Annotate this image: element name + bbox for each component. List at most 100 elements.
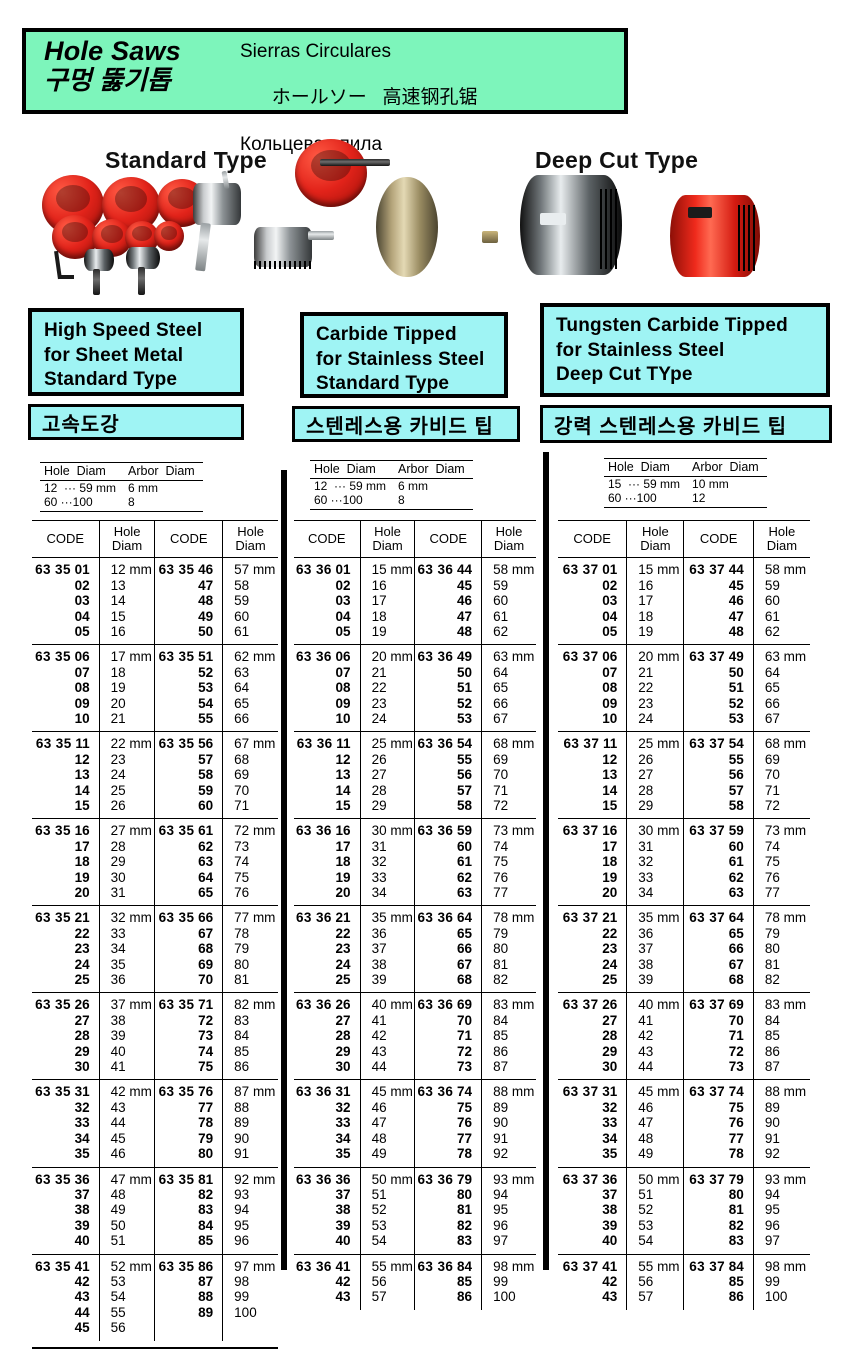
spec-code-line: 20 <box>602 885 618 900</box>
spec-diam-line: 58 <box>234 577 250 593</box>
spec-diam-line: 86 <box>234 1059 250 1075</box>
spec-diam-line: 39 <box>110 1028 126 1044</box>
spec-diam-line: 47 <box>638 1115 654 1131</box>
spec-diam-line: 53 <box>638 1217 654 1233</box>
spec-diam-cell: 88 mm 89 90 91 92 <box>481 1079 536 1168</box>
spec-code-line: 35 <box>602 1146 618 1162</box>
spec-code-cell: 63 36 84 85 86 <box>414 1254 483 1310</box>
spec-code-line: 66 <box>457 941 473 957</box>
spec-code-cell: 63 36 21 22 23 24 25 <box>294 905 361 994</box>
spec-diam-line: 48 <box>110 1186 126 1202</box>
spec-code-line: 43 <box>602 1289 618 1305</box>
spec-diam-line: 100 <box>764 1289 788 1305</box>
spec-diam-line: 92 mm <box>234 1171 276 1187</box>
spec-diam-line: 80 <box>493 941 509 957</box>
spec-diam-line: 44 <box>371 1059 387 1075</box>
spec-code-line: 75 <box>728 1099 744 1115</box>
spec-code-line: 63 35 51 <box>158 649 214 665</box>
spec-code-line: 78 <box>198 1115 214 1131</box>
spec-code-line: 88 <box>198 1289 214 1305</box>
spec-diam-line: 26 <box>371 751 387 767</box>
spec-diam-cell: 83 mm 84 85 86 87 <box>753 992 810 1081</box>
spec-diam-line: 43 <box>638 1043 654 1059</box>
spec-diam-cell: 20 mm 21 22 23 24 <box>626 644 685 733</box>
spec-code-line: 76 <box>728 1115 744 1131</box>
spec-code-line: 63 36 84 <box>417 1258 473 1274</box>
spec-diam-line: 52 <box>638 1202 654 1218</box>
spec-diam-line: 64 <box>234 680 250 696</box>
spec-diam-cell: 73 mm 74 75 76 77 <box>481 818 536 907</box>
spec-code-line: 50 <box>198 623 214 639</box>
spec-diam-line: 55 mm <box>371 1258 413 1274</box>
spec-code-line: 08 <box>335 680 351 696</box>
spec-diam-line: 54 <box>110 1289 126 1305</box>
spec-diam-line: 32 <box>638 854 654 870</box>
spec-code-cell: 63 37 59 60 61 62 63 <box>683 818 754 907</box>
spec-diam-line: 84 <box>764 1012 780 1028</box>
spec-code-line: 05 <box>74 623 90 639</box>
spec-code-line: 52 <box>457 695 473 711</box>
spec-code-line: 43 <box>335 1289 351 1305</box>
spec-code-cell: 63 37 41 42 43 <box>558 1254 628 1310</box>
spec-code-cell: 63 35 51 52 53 54 55 <box>154 644 224 733</box>
spec-code-line: 77 <box>457 1130 473 1146</box>
spec-diam-line: 82 mm <box>234 997 276 1013</box>
spec-code-line: 42 <box>74 1273 90 1289</box>
spec-code-line: 22 <box>74 925 90 941</box>
spec-diam-line: 98 <box>234 1273 250 1289</box>
spec-diam-line: 74 <box>764 838 780 854</box>
spec-diam-line: 20 mm <box>638 649 680 665</box>
spec-code-cell: 63 35 46 47 48 49 50 <box>154 557 224 646</box>
spec-code-line: 08 <box>74 680 90 696</box>
arbor-mandrel-photo-1 <box>84 249 114 271</box>
category-line: Deep Cut TYpe <box>556 364 693 386</box>
spec-code-line: 04 <box>602 608 618 624</box>
spec-code-line: 40 <box>74 1233 90 1249</box>
spec-diam-line: 96 <box>493 1217 509 1233</box>
spec-code-line: 51 <box>728 680 744 696</box>
spec-diam-line: 75 <box>234 869 250 885</box>
spec-diam-line: 29 <box>110 854 126 870</box>
spec-code-line: 39 <box>602 1217 618 1233</box>
category-line: Standard Type <box>44 369 178 391</box>
spec-code-line: 37 <box>602 1186 618 1202</box>
spec-diam-line: 69 <box>234 767 250 783</box>
spec-code-line: 66 <box>728 941 744 957</box>
spec-diam-line: 25 mm <box>638 736 680 752</box>
spec-diam-line: 92 <box>493 1146 509 1162</box>
spec-diam-cell: 58 mm 59 60 61 62 <box>481 557 536 646</box>
spec-diam-line: 97 <box>764 1233 780 1249</box>
spec-diam-line: 25 <box>110 782 126 798</box>
spec-code-line: 59 <box>198 782 214 798</box>
spec-code-line: 12 <box>335 751 351 767</box>
spec-code-cell: 63 36 59 60 61 62 63 <box>414 818 483 907</box>
spec-diam-line: 35 <box>110 956 126 972</box>
arbor-hole-range: 12 ··· 59 mm <box>44 481 117 495</box>
page-title-japanese: ホールソー <box>271 87 367 109</box>
arbor-row: 12 ··· 59 mm 6 mm <box>310 479 473 493</box>
spec-code-line: 30 <box>335 1059 351 1075</box>
spec-code-line: 09 <box>335 695 351 711</box>
spec-diam-line: 89 <box>493 1099 509 1115</box>
spec-code-line: 63 35 01 <box>35 562 90 578</box>
spec-diam-line: 69 <box>764 751 780 767</box>
spec-diam-line: 27 <box>638 767 654 783</box>
spec-diam-line: 40 mm <box>638 997 680 1013</box>
spec-col-header-hole-diam: Hole Diam <box>99 519 156 559</box>
spec-diam-line: 97 mm <box>234 1258 276 1274</box>
spec-diam-line: 23 <box>638 695 654 711</box>
spec-diam-line: 68 <box>234 751 250 767</box>
spec-diam-line: 21 <box>110 710 126 726</box>
spec-code-line: 57 <box>198 751 214 767</box>
spec-diam-line: 22 <box>638 680 654 696</box>
spec-code-cell: 63 36 79 80 81 82 83 <box>414 1167 483 1255</box>
spec-diam-line: 91 <box>234 1146 250 1162</box>
spec-diam-line: 80 <box>234 956 250 972</box>
spec-code-line: 77 <box>198 1099 214 1115</box>
spec-code-line: 63 37 36 <box>562 1171 618 1187</box>
column-separator-2 <box>543 452 549 1270</box>
spec-code-line: 75 <box>457 1099 473 1115</box>
spec-code-line: 34 <box>335 1130 351 1146</box>
spec-code-line: 03 <box>335 593 351 609</box>
spec-diam-cell: 67 mm 68 69 70 71 <box>222 731 278 820</box>
